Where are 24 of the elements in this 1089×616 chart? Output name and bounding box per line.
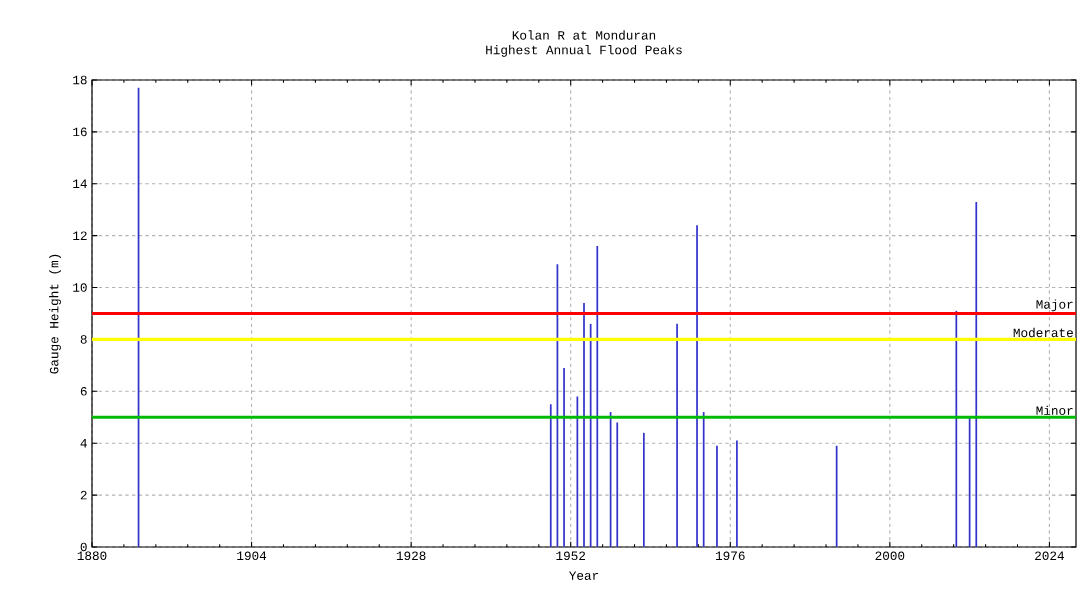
x-tick-label: 1880 — [77, 551, 107, 561]
y-tick-label: 4 — [80, 439, 87, 448]
x-axis-title: Year — [569, 571, 599, 580]
x-tick-label: 1904 — [237, 551, 267, 561]
ref-line-label: Minor — [1036, 405, 1073, 415]
x-tick-label: 1976 — [715, 551, 745, 561]
y-tick-label: 12 — [73, 231, 87, 240]
chart-title: Kolan R at Monduran — [512, 30, 656, 40]
x-tick-label: 1952 — [556, 551, 586, 561]
y-tick-label: 14 — [73, 179, 87, 188]
y-tick-label: 10 — [73, 283, 87, 292]
y-tick-label: 16 — [73, 127, 87, 137]
chart-subtitle: Highest Annual Flood Peaks — [486, 45, 682, 57]
y-tick-label: 0 — [80, 542, 87, 552]
y-tick-label: 2 — [80, 490, 87, 500]
y-tick-label: 6 — [80, 387, 87, 396]
x-tick-label: 2024 — [1035, 551, 1064, 561]
x-tick-label: 1928 — [396, 551, 426, 561]
ref-line-label: Major — [1036, 299, 1073, 312]
y-axis-title: Gauge Height (m) — [49, 254, 61, 374]
ref-line-label: Moderate — [1013, 327, 1073, 338]
y-tick-label: 8 — [80, 335, 87, 344]
y-tick-label: 18 — [73, 75, 87, 85]
x-tick-label: 2000 — [875, 551, 905, 561]
